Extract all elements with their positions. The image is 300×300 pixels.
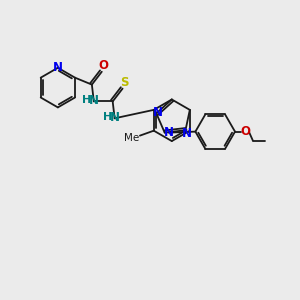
Text: N: N xyxy=(89,94,99,107)
Text: N: N xyxy=(153,106,163,119)
Text: S: S xyxy=(120,76,129,89)
Text: O: O xyxy=(99,59,109,72)
Text: H: H xyxy=(82,95,92,106)
Text: O: O xyxy=(240,125,250,138)
Text: N: N xyxy=(110,111,120,124)
Text: N: N xyxy=(164,126,174,139)
Text: N: N xyxy=(53,61,63,74)
Text: Me: Me xyxy=(124,133,140,142)
Text: N: N xyxy=(182,127,191,140)
Text: H: H xyxy=(103,112,112,122)
